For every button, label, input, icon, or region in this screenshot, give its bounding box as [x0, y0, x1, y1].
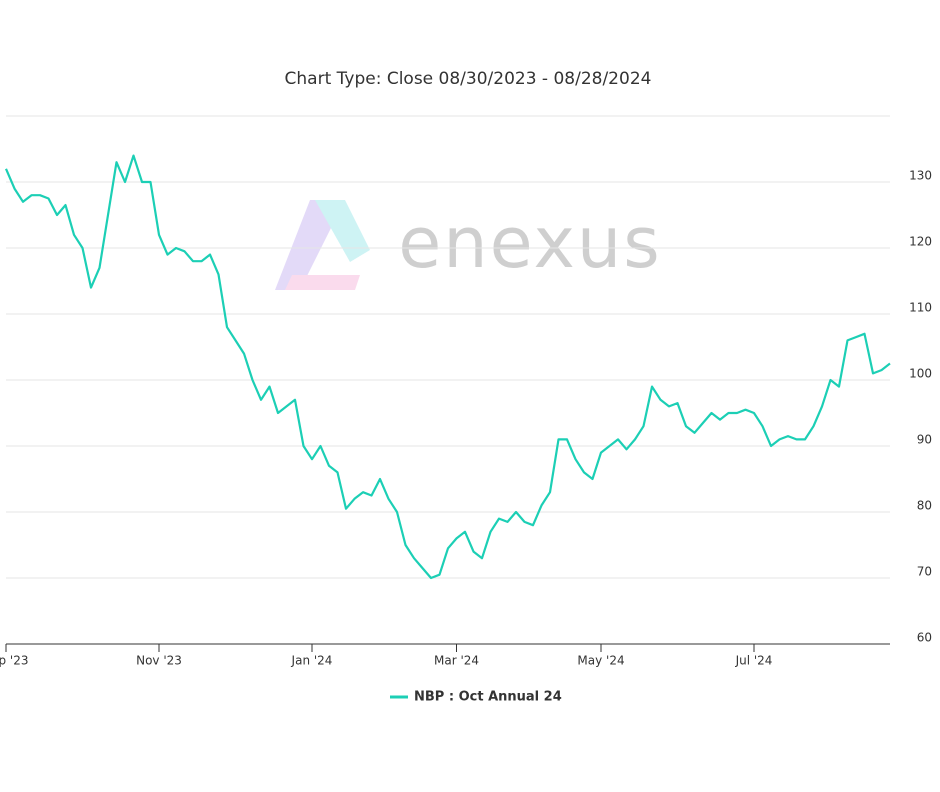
x-tick-label: Sep '23 — [0, 654, 29, 668]
chart-title: Chart Type: Close 08/30/2023 - 08/28/202… — [285, 69, 652, 89]
y-tick-label: 120 — [909, 235, 932, 249]
y-tick-label: 60 — [917, 631, 932, 645]
y-tick-label: 90 — [917, 433, 932, 447]
y-tick-label: 80 — [917, 499, 932, 513]
x-tick-label: Mar '24 — [434, 654, 479, 668]
watermark: enexus — [398, 202, 662, 284]
y-tick-label: 130 — [909, 169, 932, 183]
x-tick-label: Jul '24 — [735, 654, 773, 668]
watermark-logo — [275, 200, 370, 290]
x-tick-label: Jan '24 — [291, 654, 333, 668]
x-tick-label: May '24 — [577, 654, 624, 668]
x-tick-label: Nov '23 — [136, 654, 182, 668]
y-tick-label: 100 — [909, 367, 932, 381]
y-tick-label: 70 — [917, 565, 932, 579]
y-tick-label: 110 — [909, 301, 932, 315]
line-series — [4, 154, 891, 580]
legend-label: NBP : Oct Annual 24 — [414, 690, 562, 705]
